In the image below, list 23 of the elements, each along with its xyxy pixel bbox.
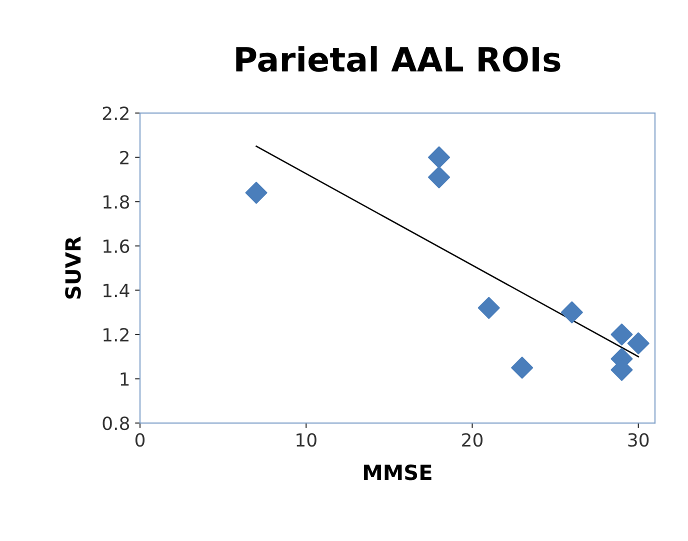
y-tick-label: 1.2 <box>104 328 128 342</box>
x-tick-label: 20 <box>462 433 483 447</box>
point <box>245 182 268 204</box>
x-tick-label: 10 <box>296 433 316 447</box>
y-tick-label: 2 <box>120 150 128 164</box>
point <box>428 166 450 188</box>
y-tick-label: 1.6 <box>104 239 130 254</box>
point <box>428 146 450 168</box>
point <box>610 324 633 346</box>
y-tick-label: 1.4 <box>104 284 130 298</box>
y-tick-label: 0.8 <box>102 416 130 430</box>
point <box>560 301 583 324</box>
x-axis-title: MMSE <box>364 464 432 480</box>
chart-title: Parietal AAL ROIs <box>236 46 560 72</box>
point <box>511 356 534 379</box>
x-tick-label: 0 <box>135 433 145 447</box>
point <box>627 332 650 354</box>
point <box>478 296 500 319</box>
y-tick-label: 1.8 <box>104 195 130 209</box>
y-tick-label: 2.2 <box>102 106 128 120</box>
x-tick-label: 30 <box>628 433 649 447</box>
y-axis-title: SUVR <box>65 236 81 299</box>
y-tick-label: 1 <box>120 372 129 386</box>
